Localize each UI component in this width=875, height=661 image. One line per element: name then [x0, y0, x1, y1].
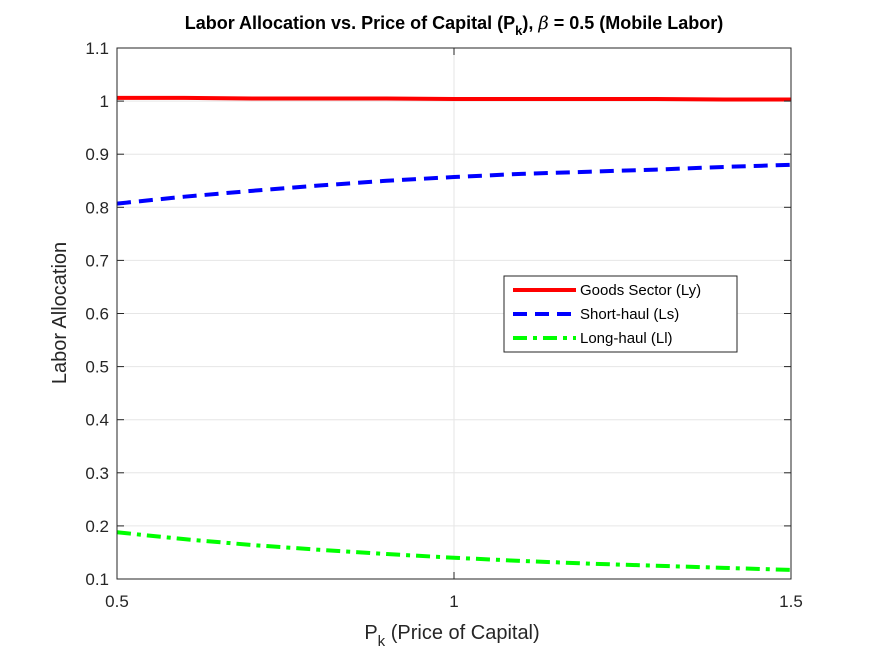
title-part-2: ), [522, 13, 538, 33]
tick-layer: 0.1 0.2 0.3 0.4 0.5 0.6 0.7 0.8 0.9 1 1.1 0.5 1 1.5 [85, 39, 802, 611]
y-tick-label: 0.8 [85, 198, 109, 217]
legend-label: Short-haul (Ls) [580, 306, 679, 323]
x-tick-label: 1.5 [779, 592, 803, 611]
series-line-goods-sector-ly [117, 95, 791, 102]
legend-label: Long-haul (Ll) [580, 330, 673, 347]
legend-label: Goods Sector (Ly) [580, 282, 701, 299]
title-part-1: Labor Allocation vs. Price of Capital (P [185, 13, 515, 33]
series-line-long-haul-ll [116, 530, 792, 572]
y-tick-label: 1.1 [85, 39, 109, 58]
title-beta-symbol: β [537, 13, 548, 34]
series-layer [116, 95, 792, 572]
title-subscript: k [515, 23, 523, 38]
x-tick-label: 1 [449, 592, 458, 611]
x-label-subscript: k [378, 633, 386, 650]
y-tick-label: 0.1 [85, 570, 109, 589]
x-tick-label: 0.5 [105, 592, 129, 611]
y-tick-label: 1 [100, 92, 109, 111]
y-tick-label: 0.3 [85, 464, 109, 483]
legend: Goods Sector (Ly) Short-haul (Ls) Long-hau… [503, 275, 738, 353]
y-tick-label: 0.9 [85, 145, 109, 164]
series-line-short-haul-ls [116, 162, 792, 206]
y-tick-label: 0.6 [85, 305, 109, 324]
y-tick-label: 0.7 [85, 251, 109, 270]
x-label-rest: (Price of Capital) [385, 622, 540, 644]
y-tick-label: 0.2 [85, 517, 109, 536]
title-part-3: = 0.5 (Mobile Labor) [549, 13, 724, 33]
chart-title: Labor Allocation vs. Price of Capital (P… [185, 13, 724, 38]
y-tick-label: 0.5 [85, 358, 109, 377]
x-label-main: P [364, 622, 377, 644]
x-axis-label: Pk (Price of Capital) [364, 622, 539, 650]
y-tick-label: 0.4 [85, 411, 109, 430]
y-axis-label: Labor Allocation [49, 242, 71, 384]
